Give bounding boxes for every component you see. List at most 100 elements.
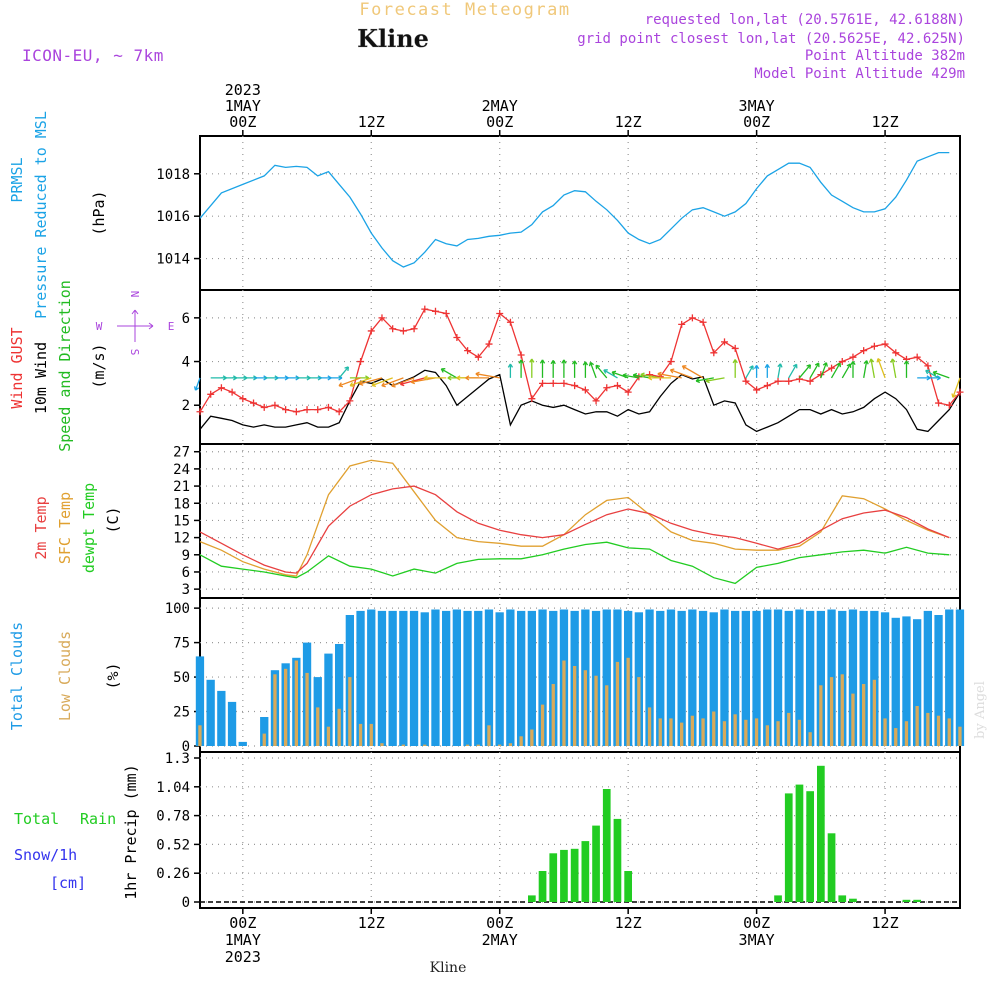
y-tick-label: 0.26	[156, 866, 190, 882]
grid-point-coords: grid point closest lon,lat (20.5625E, 42…	[577, 31, 965, 47]
total-cloud-bar	[431, 609, 440, 746]
wind-unit: (m/s)	[90, 343, 108, 388]
precip-bar	[784, 793, 793, 902]
gust-marker	[581, 386, 589, 394]
compass-s: S	[128, 349, 141, 356]
compass-icon	[117, 309, 154, 342]
gust-marker	[517, 351, 525, 359]
low-cloud-bar	[498, 744, 502, 746]
low-cloud-bar	[465, 744, 470, 746]
wind-direction-arrow	[518, 359, 524, 378]
bottom-time-label: 3MAY	[739, 931, 775, 949]
wind-direction-arrow	[868, 358, 876, 379]
bottom-time-label: 12Z	[872, 914, 899, 932]
total-cloud-bar	[891, 617, 900, 746]
compass-n: N	[128, 291, 141, 298]
gust-marker	[496, 309, 504, 317]
total-cloud-bar	[923, 610, 932, 746]
y-tick-label: 6	[182, 565, 190, 581]
y-tick-label: 1016	[156, 209, 190, 225]
low-cloud-bar	[690, 715, 694, 746]
pressure-label-1: PRMSL	[8, 157, 26, 202]
low-cloud-bar	[487, 725, 491, 746]
wind-direction-arrow	[732, 359, 738, 378]
wind-direction-arrow	[841, 363, 852, 379]
model-altitude: Model Point Altitude 429m	[754, 66, 965, 82]
dewpt-line	[199, 541, 950, 585]
y-tick-label: 4	[182, 355, 190, 371]
total-cloud-bar	[763, 609, 772, 746]
total-cloud-bar	[195, 656, 205, 746]
low-cloud-bar	[358, 723, 363, 746]
wind-direction-arrow	[753, 364, 760, 378]
wind-direction-arrow	[863, 360, 869, 379]
y-tick-label: 1.04	[156, 780, 190, 796]
wind-direction-arrow	[830, 362, 841, 379]
wind-direction-arrow	[410, 377, 436, 385]
total-cloud-bar	[377, 610, 387, 746]
pressure-line	[199, 151, 950, 268]
gust-marker	[860, 347, 868, 355]
gust-marker	[613, 382, 621, 390]
axis-labels: 1014101610182463691215182124270255075100…	[8, 81, 899, 966]
wind-direction-arrow	[371, 377, 393, 388]
total-cloud-bar	[859, 610, 868, 746]
total-cloud-bar	[645, 609, 654, 746]
precip-bar	[602, 789, 611, 902]
gust-marker	[239, 395, 247, 403]
bottom-time-label: 1MAY	[225, 931, 261, 949]
gust-marker	[453, 334, 461, 342]
wind-direction-arrow	[582, 361, 589, 378]
low-cloud-bar	[862, 684, 866, 746]
pressure-unit: (hPa)	[90, 190, 108, 235]
precip-ylabel: 1hr Precip (mm)	[122, 764, 140, 899]
precip-bar	[538, 871, 547, 902]
rain-label: Rain	[80, 810, 116, 828]
top-time-label: 2MAY	[482, 97, 518, 115]
low-cloud-bar	[573, 666, 577, 746]
wind-direction-arrow	[681, 365, 704, 379]
precip-bar	[838, 895, 847, 902]
low-cloud-bar	[326, 726, 331, 746]
low-cloud-bar	[647, 707, 652, 746]
total-cloud-bar	[934, 615, 943, 746]
total-cloud-bar	[784, 610, 793, 746]
total-cloud-bar	[848, 609, 858, 746]
wind-direction-arrow	[571, 360, 578, 378]
y-tick-label: 9	[182, 548, 190, 564]
total-cloud-bar	[506, 609, 515, 746]
wind-direction-arrow	[632, 372, 650, 379]
gust-marker	[357, 358, 365, 366]
low-cloud-bar	[894, 728, 898, 746]
wind-direction-arrow	[588, 361, 597, 379]
total-cloud-bar	[367, 609, 376, 746]
footer-location: Kline	[430, 960, 467, 976]
gust-marker	[699, 318, 707, 326]
gust-marker	[913, 353, 921, 361]
low-cloud-bar	[198, 725, 202, 746]
gust-marker	[399, 327, 407, 335]
total-cloud-bar	[335, 644, 344, 746]
low-cloud-bar	[380, 743, 384, 746]
low-cloud-bar	[840, 674, 844, 746]
gust-marker	[603, 384, 611, 392]
gust-marker	[217, 384, 225, 392]
pressure-label-2: Pressure Reduced to MSL	[32, 111, 50, 319]
gust-marker	[774, 377, 782, 385]
wind-direction-arrow	[777, 363, 783, 379]
low-cloud-bar	[819, 685, 823, 746]
gust-marker	[528, 395, 536, 403]
wind-direction-arrow	[539, 359, 546, 378]
top-time-label: 2023	[225, 81, 261, 99]
gust-marker	[881, 340, 889, 348]
meteogram-title: Forecast Meteogram	[359, 0, 570, 20]
bottom-time-label: 12Z	[358, 914, 385, 932]
gust-marker	[292, 408, 300, 416]
gust-marker	[282, 406, 290, 414]
wind-direction-arrow	[561, 359, 567, 378]
low-cloud-bar	[423, 744, 427, 746]
direction-label: Speed and Direction	[56, 280, 74, 452]
wind-direction-arrow	[669, 368, 693, 379]
total-cloud-bar	[955, 609, 965, 746]
total-cloud-bar	[442, 610, 451, 746]
